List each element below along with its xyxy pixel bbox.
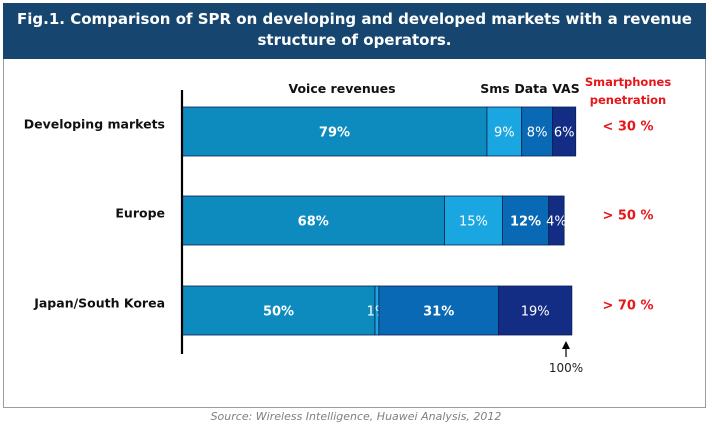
- bar-segment-voice-revenues-2: [181, 285, 376, 336]
- bar-segment-sms-1: [444, 195, 503, 246]
- end-marker-label: 100%: [549, 361, 583, 375]
- data-label: 15%: [459, 215, 488, 230]
- penetration-header-line: penetration: [590, 93, 666, 107]
- data-label: 31%: [423, 305, 454, 320]
- data-label: 79%: [319, 126, 350, 141]
- bar-segment-sms-0: [486, 106, 523, 157]
- figure-title: Fig.1. Comparison of SPR on developing a…: [3, 3, 706, 59]
- data-label: 9%: [494, 126, 515, 141]
- penetration-header: Smartphones penetration: [585, 75, 672, 107]
- bar-segment-voice-revenues-1: [181, 195, 445, 246]
- source-note: Source: Wireless Intelligence, Huawei An…: [210, 410, 502, 423]
- series-header: Data: [514, 81, 547, 96]
- data-label: 68%: [298, 215, 329, 230]
- data-label: 50%: [263, 305, 294, 320]
- bar-segment-data-2: [378, 285, 499, 336]
- penetration-header-line: Smartphones: [585, 75, 672, 89]
- data-label: 8%: [527, 126, 548, 141]
- category-label: Developing markets: [24, 117, 165, 132]
- bar-segment-vas-1: [548, 195, 565, 246]
- penetration-value: < 30 %: [602, 120, 653, 135]
- data-label: 12%: [510, 215, 541, 230]
- stacked-bar-chart: 79% 9% 8% 6% Developing markets < 30 % 68% 15% 1…: [24, 75, 672, 375]
- data-label: 6%: [554, 126, 575, 141]
- series-header: VAS: [552, 81, 580, 96]
- penetration-value: > 70 %: [602, 299, 653, 314]
- penetration-value: > 50 %: [602, 209, 653, 224]
- data-label: 19%: [521, 305, 550, 320]
- category-label: Europe: [115, 206, 165, 221]
- end-marker-arrow-head: [562, 341, 570, 349]
- series-header: Voice revenues: [288, 81, 395, 96]
- bar-segment-vas-2: [498, 285, 573, 336]
- data-label: 4%: [546, 215, 567, 230]
- bar-segment-vas-0: [552, 106, 577, 157]
- series-header: Sms: [480, 81, 509, 96]
- category-label: Japan/South Korea: [33, 296, 165, 311]
